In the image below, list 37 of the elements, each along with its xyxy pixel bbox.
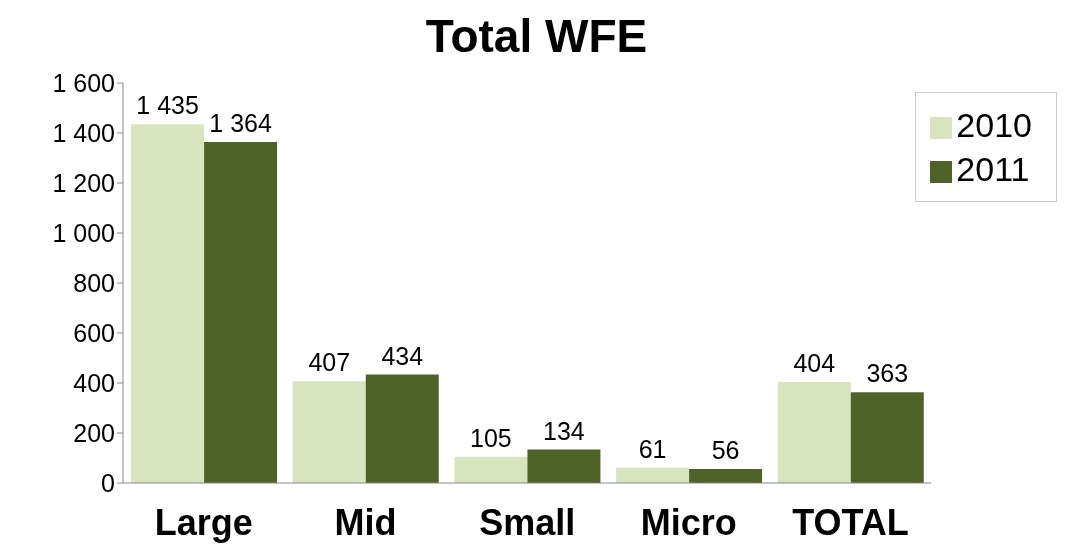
y-tick-label: 0	[101, 468, 115, 497]
legend-label: 2010	[956, 106, 1032, 144]
y-tick-label: 1 200	[52, 168, 115, 197]
y-tick-label: 400	[73, 368, 115, 397]
legend-label: 2011	[956, 150, 1030, 188]
x-tick-label: Micro	[640, 501, 737, 543]
data-label: 134	[543, 416, 585, 445]
data-label: 56	[711, 436, 740, 464]
y-tick-label: 800	[73, 268, 115, 297]
bar	[850, 392, 924, 483]
bar	[689, 469, 763, 483]
data-label: 363	[866, 359, 909, 388]
bar	[527, 449, 601, 483]
data-label: 434	[381, 341, 424, 370]
data-label: 61	[638, 434, 667, 463]
bar	[777, 382, 851, 483]
x-tick-label: TOTAL	[792, 501, 909, 543]
y-tick-label: 600	[73, 318, 115, 347]
x-tick-label: Large	[154, 501, 253, 543]
bar	[292, 381, 366, 483]
data-label: 1 364	[209, 109, 272, 137]
chart-title: Total WFE	[425, 10, 648, 62]
data-label: 404	[793, 349, 836, 377]
bar	[204, 142, 278, 483]
data-label: 407	[308, 348, 351, 377]
data-label: 105	[470, 423, 512, 452]
bar	[365, 374, 439, 483]
y-tick-label: 200	[73, 418, 115, 447]
x-tick-label: Mid	[334, 501, 397, 543]
y-tick-label: 1 400	[52, 118, 115, 147]
bar	[454, 456, 528, 483]
y-tick-label: 1 600	[52, 68, 115, 97]
x-tick-label: Small	[479, 501, 576, 543]
bar	[616, 467, 690, 483]
bar	[131, 124, 205, 483]
data-label: 1 435	[136, 91, 199, 120]
y-tick-label: 1 000	[52, 218, 115, 247]
